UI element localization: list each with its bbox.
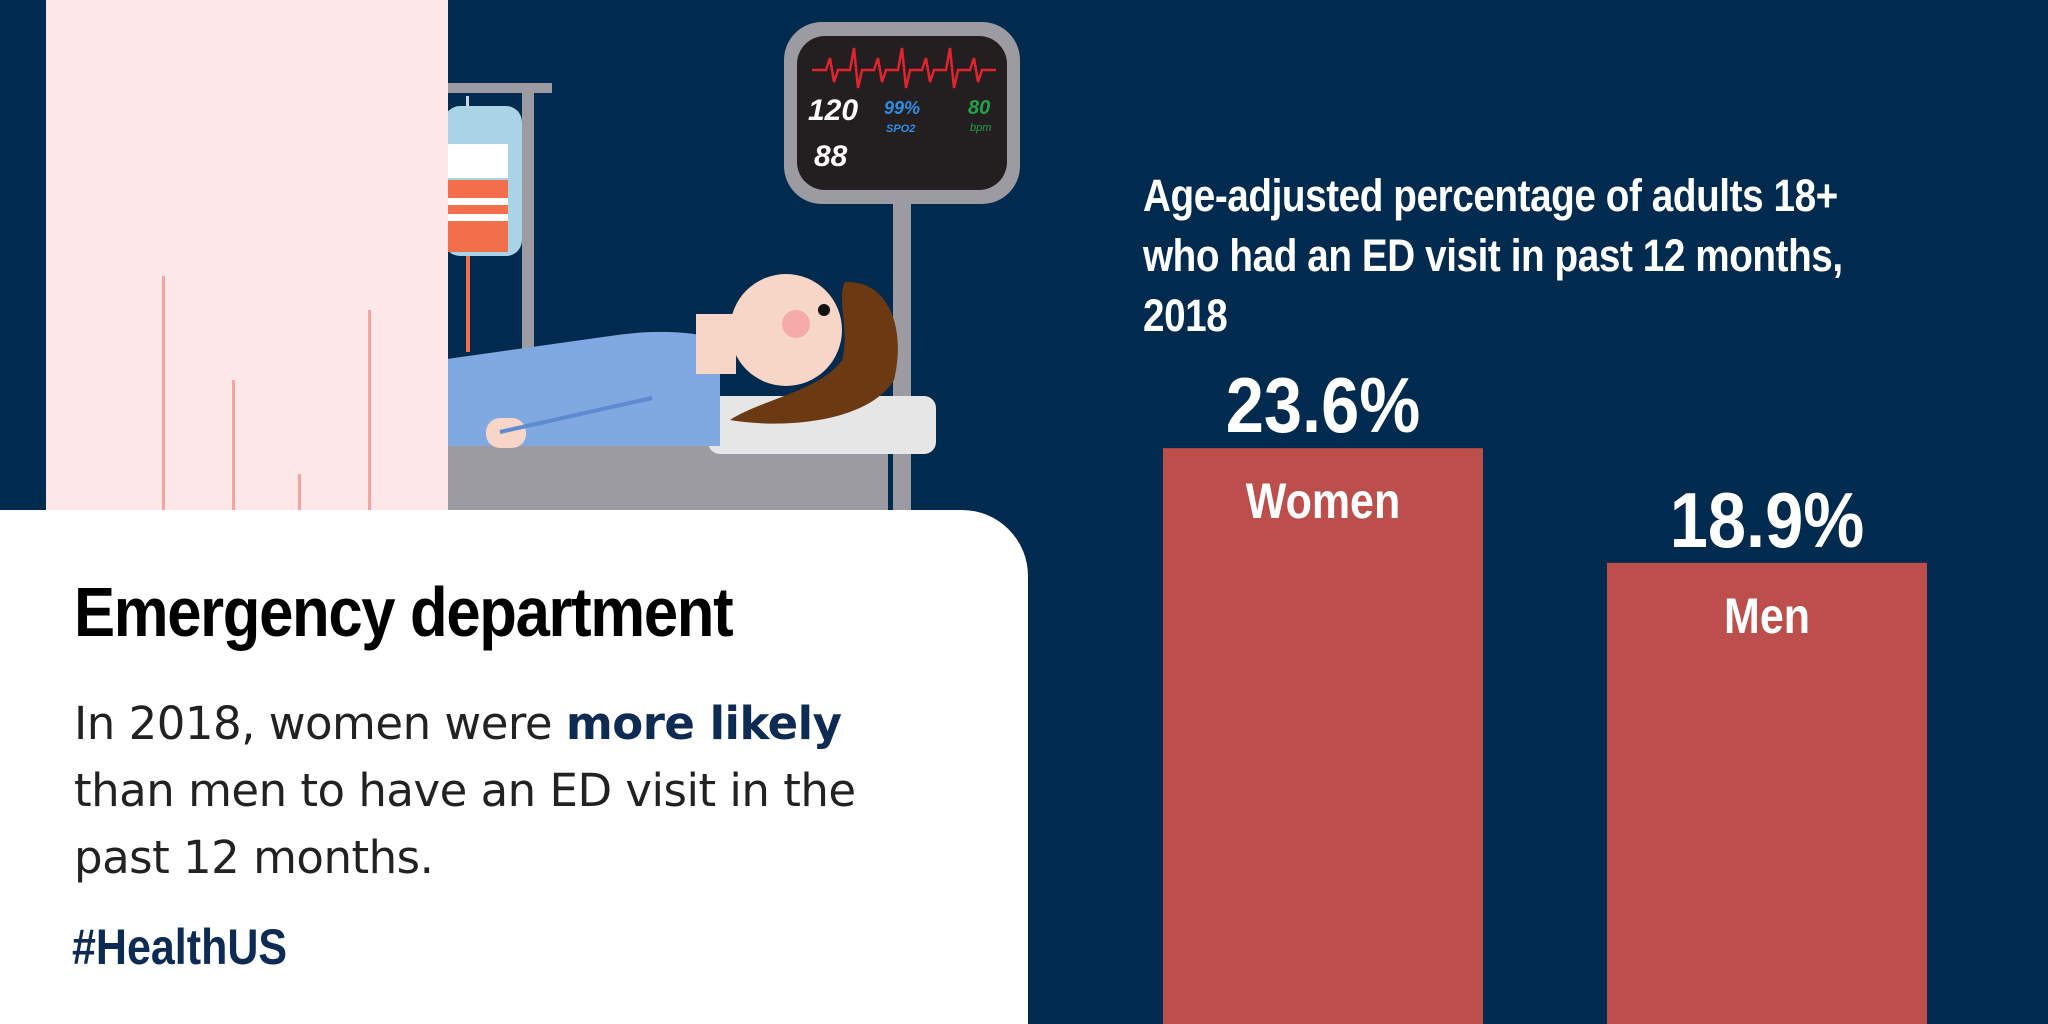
card-body-emphasis: more likely [565,697,842,750]
bar-label-men: Men [1724,588,1810,644]
chart-title: Age-adjusted percentage of adults 18+ wh… [1143,170,1843,341]
bar-value-women: 23.6% [1226,361,1421,449]
patient-illustration [440,274,936,516]
heartbeat-icon [812,47,996,89]
monitor-heart-rate: 80 [968,97,990,119]
monitor-spo2-value: 99% [884,98,920,118]
hashtag: #HealthUS [72,919,288,975]
curtain [46,0,448,514]
bar-value-men: 18.9% [1670,476,1865,564]
bar-label-women: Women [1246,473,1400,529]
iv-pole-icon [436,83,552,376]
card-body-text-start: In 2018, women were [74,697,566,750]
monitor-spo2-label: SPO2 [886,123,915,135]
card-title: Emergency department [74,573,734,651]
info-card [0,510,1028,1024]
card-body: In 2018, women were more likely than men… [74,690,954,891]
card-body-text-end: than men to have an ED visit in the past… [74,764,856,884]
monitor-heart-rate-unit: bpm [970,122,991,134]
bar-men [1607,562,1927,1024]
monitor-systolic: 120 [808,94,858,127]
bar-women [1163,448,1483,1024]
monitor-diastolic: 88 [814,140,848,173]
